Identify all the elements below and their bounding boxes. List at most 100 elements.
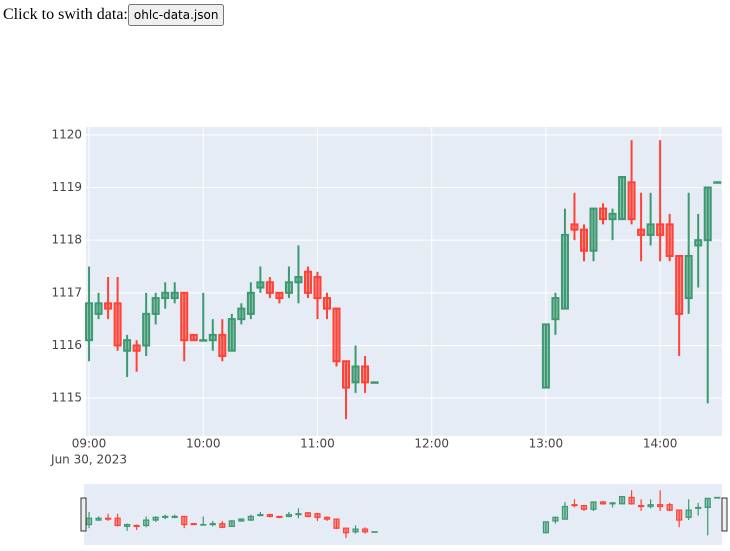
candle-body (303, 270, 312, 294)
candle-body (162, 515, 169, 518)
candle-body (657, 504, 664, 508)
candle-body (361, 528, 369, 533)
candle-body (676, 509, 683, 521)
y-tick-label: 1120 (51, 127, 82, 141)
candle-body (713, 181, 722, 184)
candle-body (161, 291, 170, 300)
x-tick-label: 11:00 (300, 437, 335, 451)
candle-body (218, 333, 227, 357)
candle-body (257, 514, 264, 517)
candle-body (628, 496, 635, 505)
candle-body (181, 515, 188, 526)
rangeslider-handle (80, 497, 87, 532)
candle-body (256, 281, 265, 289)
candle-body (637, 505, 645, 508)
candle-body (627, 181, 636, 221)
candle-body (541, 323, 550, 389)
candle-body (589, 207, 598, 252)
candle-body (322, 297, 331, 310)
candle-body (228, 520, 235, 527)
candle-body (114, 517, 121, 527)
candle-body (332, 307, 341, 363)
candle-body (238, 518, 245, 522)
y-tick-label: 1119 (51, 180, 82, 194)
candle-body (333, 518, 340, 529)
controls: Click to swith data: ohlc-data.json (3, 4, 225, 26)
candle-body (656, 223, 665, 236)
candle-body (313, 276, 322, 300)
candle-body (608, 212, 617, 221)
candle-body (560, 233, 569, 310)
candle-body (599, 501, 607, 505)
candle-body (246, 291, 255, 315)
y-tick-label: 1115 (51, 391, 82, 405)
candle-body (113, 302, 122, 347)
candle-body (304, 512, 312, 518)
rangeslider-background (84, 484, 722, 545)
x-date-label: Jun 30, 2023 (50, 453, 127, 467)
candle-body (276, 515, 283, 518)
candle-body (695, 506, 702, 509)
candle-body (684, 254, 693, 300)
candle-body (208, 333, 217, 342)
candle-body (551, 297, 560, 321)
x-tick-label: 14:00 (643, 437, 678, 451)
candle-body (570, 223, 579, 231)
candle-body (265, 281, 274, 294)
candle-body (151, 297, 160, 315)
candle-body (665, 223, 674, 257)
candle-body (104, 517, 112, 520)
candle-body (694, 239, 703, 247)
y-tick-label: 1118 (51, 233, 82, 247)
candle-body (247, 515, 254, 521)
candle-body (85, 517, 93, 526)
candle-body (95, 517, 102, 521)
candle-body (685, 509, 692, 518)
data-button[interactable]: ohlc-data.json (127, 4, 225, 26)
candle-body (714, 496, 721, 499)
candle-body (352, 528, 359, 533)
x-tick-label: 13:00 (529, 437, 564, 451)
candle-body (361, 365, 370, 384)
x-tick-label: 12:00 (414, 437, 449, 451)
candle-body (237, 307, 246, 321)
candle-body (342, 360, 351, 389)
candle-body (133, 524, 140, 527)
candle-body (294, 276, 303, 284)
candle-body (180, 291, 189, 342)
candle-body (170, 291, 179, 300)
candle-body (189, 333, 198, 342)
candle-body (323, 516, 331, 520)
candle-body (552, 516, 559, 522)
candle-body (647, 504, 654, 508)
candle-body (351, 365, 360, 384)
candle-body (209, 523, 216, 526)
candle-body (143, 519, 150, 527)
candle-body (704, 497, 711, 509)
candle-body (342, 527, 350, 534)
y-tick-label: 1116 (51, 338, 82, 352)
candle-body (132, 344, 141, 352)
candle-body (124, 523, 131, 527)
plot-background (86, 127, 722, 436)
candle-body (200, 523, 207, 526)
candle-body (571, 504, 578, 507)
x-tick-label: 10:00 (186, 437, 221, 451)
candle-body (266, 514, 273, 518)
candle-body (561, 505, 569, 520)
candle-body (199, 339, 208, 342)
candle-body (152, 516, 159, 521)
candle-body (227, 318, 236, 352)
y-tick-label: 1117 (51, 285, 82, 299)
candle-body (314, 513, 321, 518)
candle-body (295, 513, 302, 516)
candle-body (284, 281, 293, 294)
candle-body (579, 228, 588, 252)
candle-body (666, 504, 673, 511)
candle-body (542, 521, 550, 534)
candle-body (618, 495, 626, 505)
candle-body (85, 302, 94, 342)
candle-body (580, 505, 588, 510)
